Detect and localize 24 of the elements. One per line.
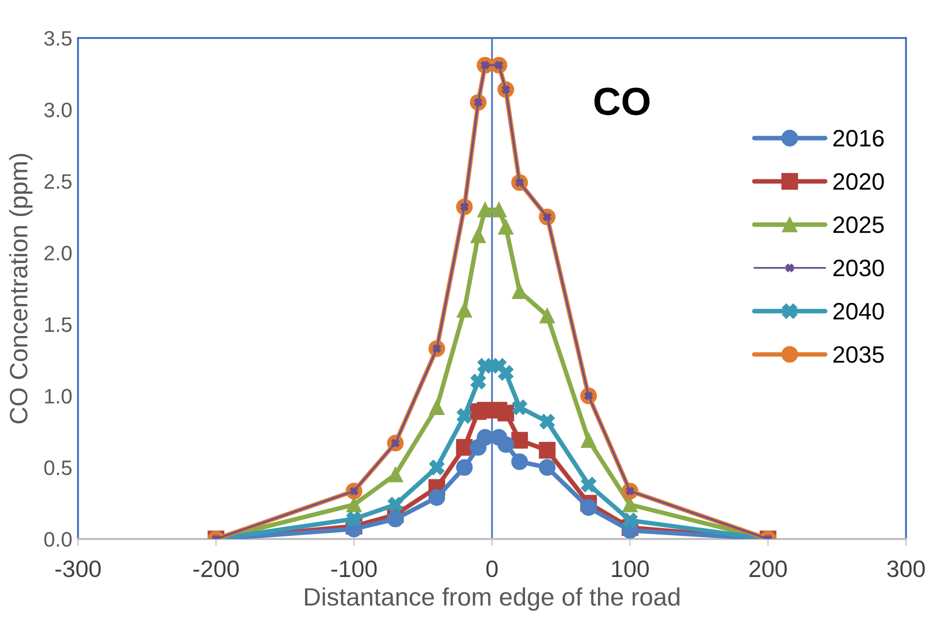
x-axis-title: Distantance from edge of the road xyxy=(305,587,680,611)
y-tick-label: 2.0 xyxy=(44,246,72,260)
y-tick-label: 3.5 xyxy=(44,31,72,46)
legend-label: 2035 xyxy=(833,346,884,363)
x-tick-label: 0 xyxy=(486,560,498,578)
y-axis-title: CO Concentration (ppm) xyxy=(9,154,32,424)
x-tick-label: -100 xyxy=(331,560,377,578)
legend-label: 2030 xyxy=(833,260,884,276)
x-tick-label: 200 xyxy=(749,560,787,578)
y-tick-label: 1.5 xyxy=(45,318,72,332)
legend-label: 2025 xyxy=(833,216,884,234)
legend-label: 2020 xyxy=(833,173,884,190)
y-tick-label: 1.0 xyxy=(45,388,72,404)
text: CO xyxy=(594,88,650,116)
x-tick-label: 100 xyxy=(612,560,649,578)
x-tick-label: 300 xyxy=(887,560,925,578)
y-tick-label: 3.0 xyxy=(44,102,72,118)
x-tick-label: -200 xyxy=(193,560,239,578)
x-tick-label: -300 xyxy=(55,560,101,578)
y-tick-label: 0.0 xyxy=(44,532,72,547)
legend-label: 2016 xyxy=(833,130,884,147)
legend-label: 2040 xyxy=(833,302,884,320)
y-tick-label: 0.5 xyxy=(44,460,72,476)
y-tick-label: 2.5 xyxy=(44,174,72,189)
